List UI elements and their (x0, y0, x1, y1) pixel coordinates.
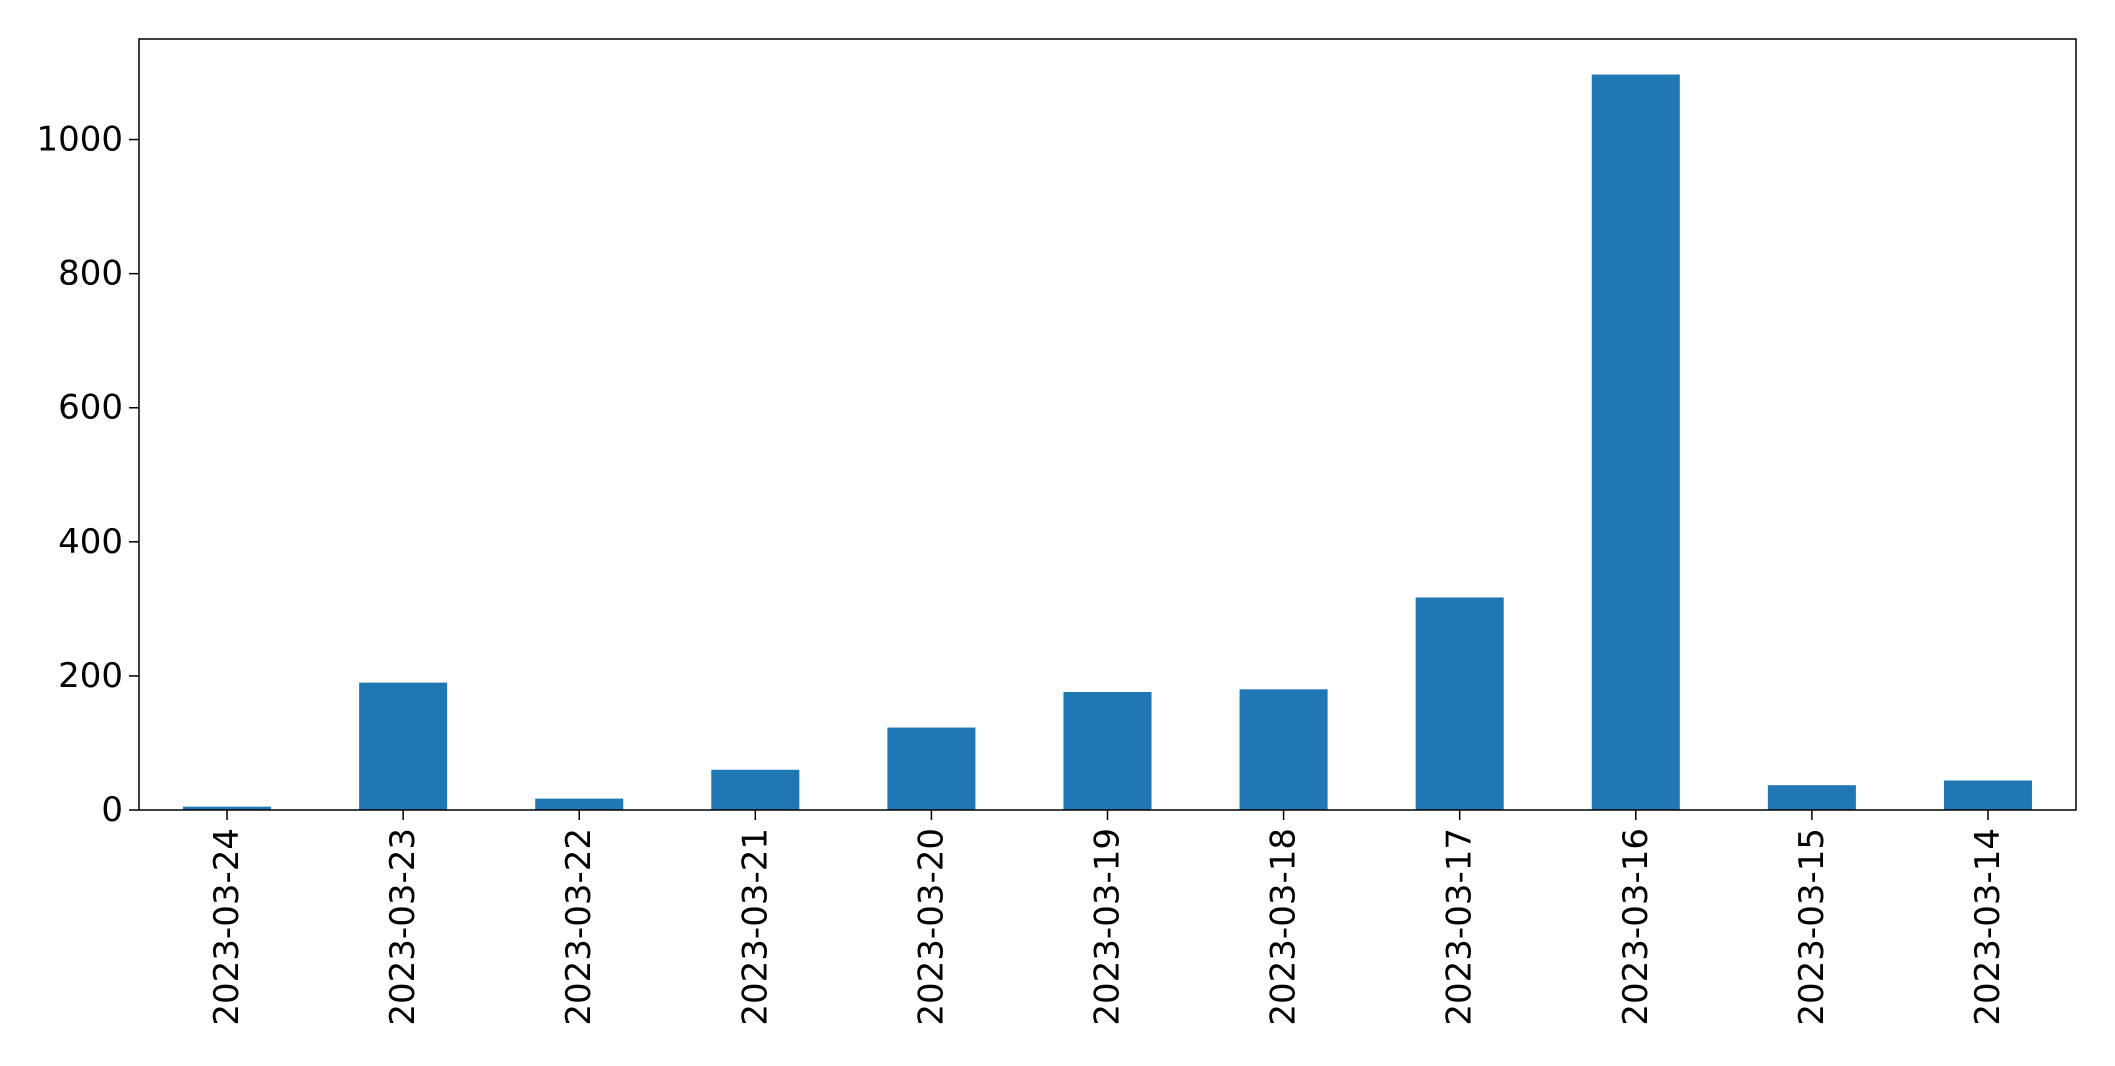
bar-2023-03-15 (1767, 785, 1856, 810)
x-tick-label: 2023-03-19 (1088, 828, 1128, 1026)
bar-2023-03-14 (1943, 780, 2032, 810)
y-tick-label: 1000 (36, 120, 123, 160)
x-tick-label: 2023-03-18 (1264, 828, 1304, 1026)
x-tick-label: 2023-03-15 (1792, 828, 1832, 1026)
bar-2023-03-17 (1415, 597, 1504, 810)
bar-2023-03-16 (1591, 74, 1680, 811)
plot-frame (138, 38, 2077, 811)
bar-2023-03-21 (711, 769, 800, 810)
bars-layer (183, 74, 2032, 811)
y-tick-label: 0 (101, 790, 123, 830)
x-axis: 2023-03-24 2023-03-23 2023-03-22 2023-03-21… (207, 810, 2008, 1026)
bar-2023-03-19 (1063, 692, 1152, 810)
x-tick-label: 2023-03-21 (735, 828, 775, 1026)
x-tick-label: 2023-03-20 (911, 828, 951, 1026)
bar-2023-03-22 (535, 798, 624, 810)
y-tick-label: 800 (58, 254, 123, 294)
y-axis: 0 200 400 600 800 1000 (36, 120, 139, 830)
x-tick-label: 2023-03-16 (1616, 828, 1656, 1026)
y-tick-label: 400 (58, 522, 123, 562)
bar-2023-03-23 (359, 682, 448, 810)
bar-2023-03-20 (887, 727, 976, 810)
x-tick-label: 2023-03-14 (1968, 828, 2008, 1026)
x-tick-label: 2023-03-24 (207, 828, 247, 1026)
bar-2023-03-24 (183, 806, 272, 810)
x-tick-label: 2023-03-22 (559, 828, 599, 1026)
x-tick-label: 2023-03-23 (383, 828, 423, 1026)
y-tick-label: 200 (58, 656, 123, 696)
y-tick-label: 600 (58, 388, 123, 428)
bar-2023-03-18 (1239, 689, 1328, 810)
x-tick-label: 2023-03-17 (1440, 828, 1480, 1026)
